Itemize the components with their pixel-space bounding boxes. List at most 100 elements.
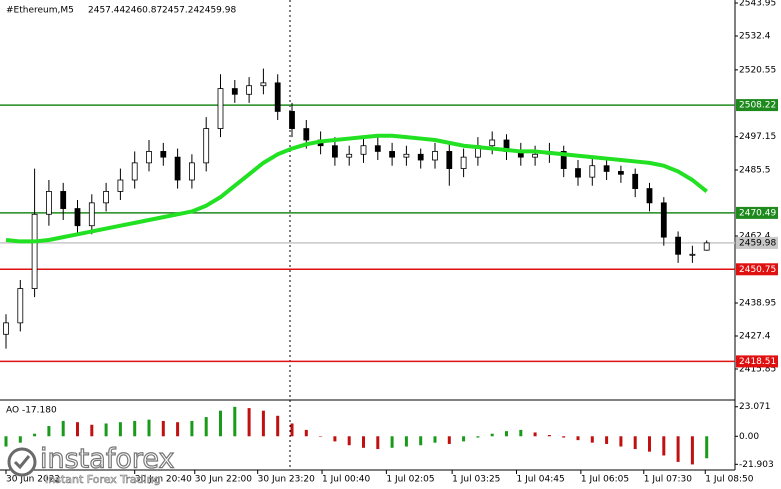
ao-bar [33, 433, 37, 437]
ao-bar [576, 436, 580, 441]
candle-body [289, 111, 295, 129]
y-tick-label: 2462.4 [739, 232, 771, 242]
ao-bar [204, 417, 208, 437]
x-tick-label: 1 Jul 07:30 [644, 475, 693, 485]
ao-bar [648, 436, 651, 452]
candle-body [532, 153, 538, 158]
ao-bar [18, 436, 22, 443]
ao-bar [276, 415, 280, 437]
x-tick-label: 30 Jun 2022 [6, 475, 60, 485]
logo-mark [13, 455, 31, 470]
candle-body [575, 168, 581, 178]
candle-body [217, 88, 224, 129]
candle-body [689, 253, 696, 256]
ao-bar [261, 410, 265, 437]
watermark-tagline: Instant Forex Trading [45, 473, 161, 486]
level-label: 2459.98 [739, 238, 776, 248]
candle-body [618, 171, 624, 175]
candle-body [660, 202, 667, 238]
candle-body [560, 151, 567, 169]
level-label: 2450.75 [739, 265, 776, 275]
level-box [736, 263, 778, 276]
candle-body [460, 156, 467, 169]
ao-bar [662, 436, 666, 456]
ao-bar [490, 433, 494, 437]
candle-body [703, 242, 710, 251]
y-tick-label: 2485.5 [739, 166, 771, 176]
watermark-brand: instaforex [40, 444, 174, 475]
ao-bar [590, 436, 594, 443]
candle-body [103, 191, 109, 204]
ao-bar [118, 422, 122, 437]
level-label: 2470.49 [739, 208, 776, 218]
ao-bar [376, 436, 380, 450]
ao-bar [505, 431, 508, 437]
watermark: instaforex Instant Forex Trading [7, 443, 175, 486]
y-tick-label: 2438.95 [739, 299, 776, 309]
x-tick-label: 30 Jun 22:00 [195, 475, 252, 485]
candle-body [160, 151, 167, 158]
ao-bar [304, 429, 308, 437]
candle-body [188, 162, 195, 181]
ao-bar [347, 436, 351, 446]
candle-body [260, 82, 267, 87]
candle-body [374, 145, 381, 152]
ao-bar [605, 436, 609, 444]
candle-body [417, 153, 424, 161]
ao-tick-label: 23.071 [739, 402, 771, 412]
candle-body [88, 202, 95, 227]
candle-body [117, 179, 124, 192]
level-label: 2508.22 [739, 101, 776, 111]
candle-body [675, 236, 681, 255]
ao-bar [690, 436, 694, 465]
ao-bar [633, 436, 637, 450]
candle-body [403, 153, 410, 158]
y-tick-label: 2497.15 [739, 132, 776, 142]
candle-body [46, 191, 52, 215]
candle-body [60, 191, 67, 209]
ao-bar [104, 423, 108, 437]
ao-bar [533, 432, 537, 437]
header-high: 2460.87 [125, 6, 162, 16]
ao-bar [161, 420, 165, 437]
candle-body [331, 145, 338, 158]
ao-bar [562, 436, 566, 438]
candle-body [274, 82, 281, 112]
candle-body [203, 128, 210, 164]
header-symbol: #Ethereum,M5 [6, 6, 74, 16]
ao-bar [233, 406, 237, 437]
level-label: 2418.51 [739, 357, 776, 367]
ao-tick-label: -21.903 [739, 460, 774, 470]
candle-body [131, 162, 138, 181]
ao-bar [133, 420, 137, 437]
header-open: 2457.44 [88, 6, 125, 16]
ao-bar [462, 436, 466, 442]
ao-bar [247, 408, 251, 437]
candle-body [589, 165, 596, 178]
x-tick-label: 1 Jul 04:45 [517, 475, 565, 485]
ao-bar [447, 436, 451, 444]
ao-bar [619, 436, 623, 447]
candle-body [389, 151, 396, 158]
ao-label: AO -17.180 [6, 406, 57, 416]
x-tick-label: 1 Jul 08:50 [705, 475, 754, 485]
ao-bar [90, 424, 94, 437]
ao-bar [404, 436, 408, 447]
candle-body [146, 151, 152, 164]
candle-body [646, 188, 653, 204]
candle-body [17, 288, 24, 324]
y-tick-label: 2427.4 [739, 332, 771, 342]
candle-body [174, 156, 181, 181]
ao-bar [547, 435, 551, 437]
x-tick-label: 1 Jul 00:40 [322, 475, 371, 485]
x-tick-label: 1 Jul 02:05 [386, 475, 434, 485]
level-box [736, 355, 778, 368]
ao-bar [419, 436, 423, 446]
candle-body [632, 173, 639, 189]
header-close: 2459.98 [199, 6, 236, 16]
ao-bar [390, 436, 394, 448]
ao-bar [176, 422, 180, 437]
candle-body [303, 128, 310, 141]
